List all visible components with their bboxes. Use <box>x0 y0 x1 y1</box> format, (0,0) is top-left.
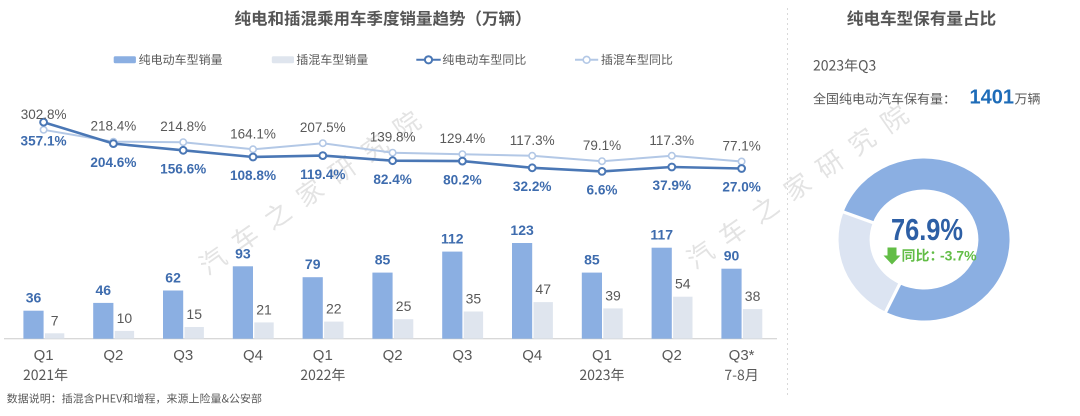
svg-text:Q3*: Q3* <box>729 347 755 364</box>
svg-text:77.1%: 77.1% <box>722 139 760 154</box>
svg-text:76.9%: 76.9% <box>891 212 963 247</box>
svg-text:47: 47 <box>535 281 551 297</box>
svg-text:37.9%: 37.9% <box>653 178 692 193</box>
svg-text:32.2%: 32.2% <box>513 179 552 194</box>
svg-text:-3.7%: -3.7% <box>940 248 977 264</box>
svg-text:Q4: Q4 <box>522 347 542 364</box>
svg-text:6.6%: 6.6% <box>587 183 618 198</box>
svg-text:93: 93 <box>235 245 251 261</box>
svg-text:54: 54 <box>675 276 691 292</box>
svg-text:357.1%: 357.1% <box>21 133 67 148</box>
svg-text:82.4%: 82.4% <box>373 172 412 187</box>
svg-text:214.8%: 214.8% <box>160 119 206 134</box>
svg-text:108.8%: 108.8% <box>230 168 276 183</box>
svg-text:15: 15 <box>186 306 202 322</box>
svg-text:27.0%: 27.0% <box>722 180 761 195</box>
svg-text:85: 85 <box>584 252 600 268</box>
svg-text:Q3: Q3 <box>173 347 193 364</box>
svg-text:204.6%: 204.6% <box>90 155 136 170</box>
svg-text:Q1: Q1 <box>592 347 612 364</box>
svg-text:22: 22 <box>326 301 342 317</box>
svg-text:156.6%: 156.6% <box>160 162 206 177</box>
svg-text:218.4%: 218.4% <box>91 119 137 134</box>
svg-text:129.4%: 129.4% <box>440 131 486 146</box>
svg-text:117: 117 <box>650 227 673 243</box>
svg-text:Q1: Q1 <box>313 347 333 364</box>
svg-text:117.3%: 117.3% <box>510 133 555 148</box>
svg-text:117.3%: 117.3% <box>649 133 694 148</box>
svg-text:Q2: Q2 <box>103 347 123 364</box>
svg-text:35: 35 <box>466 291 482 307</box>
svg-text:85: 85 <box>375 252 391 268</box>
svg-text:119.4%: 119.4% <box>300 167 345 182</box>
svg-text:112: 112 <box>441 231 464 247</box>
svg-text:302.8%: 302.8% <box>21 107 67 122</box>
svg-text:139.8%: 139.8% <box>370 130 416 145</box>
svg-text:79: 79 <box>305 256 321 272</box>
svg-text:1401: 1401 <box>970 87 1015 109</box>
svg-text:10: 10 <box>117 310 133 326</box>
svg-text:25: 25 <box>396 298 412 314</box>
svg-text:7: 7 <box>51 312 59 328</box>
svg-text:164.1%: 164.1% <box>230 126 276 141</box>
svg-text:80.2%: 80.2% <box>443 172 482 187</box>
svg-text:62: 62 <box>165 270 181 286</box>
svg-text:123: 123 <box>510 222 534 238</box>
svg-text:90: 90 <box>724 248 740 264</box>
svg-text:36: 36 <box>26 290 42 306</box>
svg-text:21: 21 <box>256 301 272 317</box>
svg-text:79.1%: 79.1% <box>583 138 621 153</box>
svg-text:207.5%: 207.5% <box>300 120 346 135</box>
svg-text:39: 39 <box>605 287 621 303</box>
svg-text:Q3: Q3 <box>452 347 472 364</box>
svg-text:Q2: Q2 <box>662 347 682 364</box>
svg-text:Q4: Q4 <box>243 347 263 364</box>
svg-text:Q1: Q1 <box>34 347 54 364</box>
svg-text:Q2: Q2 <box>383 347 403 364</box>
svg-text:38: 38 <box>745 288 761 304</box>
svg-text:46: 46 <box>96 282 112 298</box>
